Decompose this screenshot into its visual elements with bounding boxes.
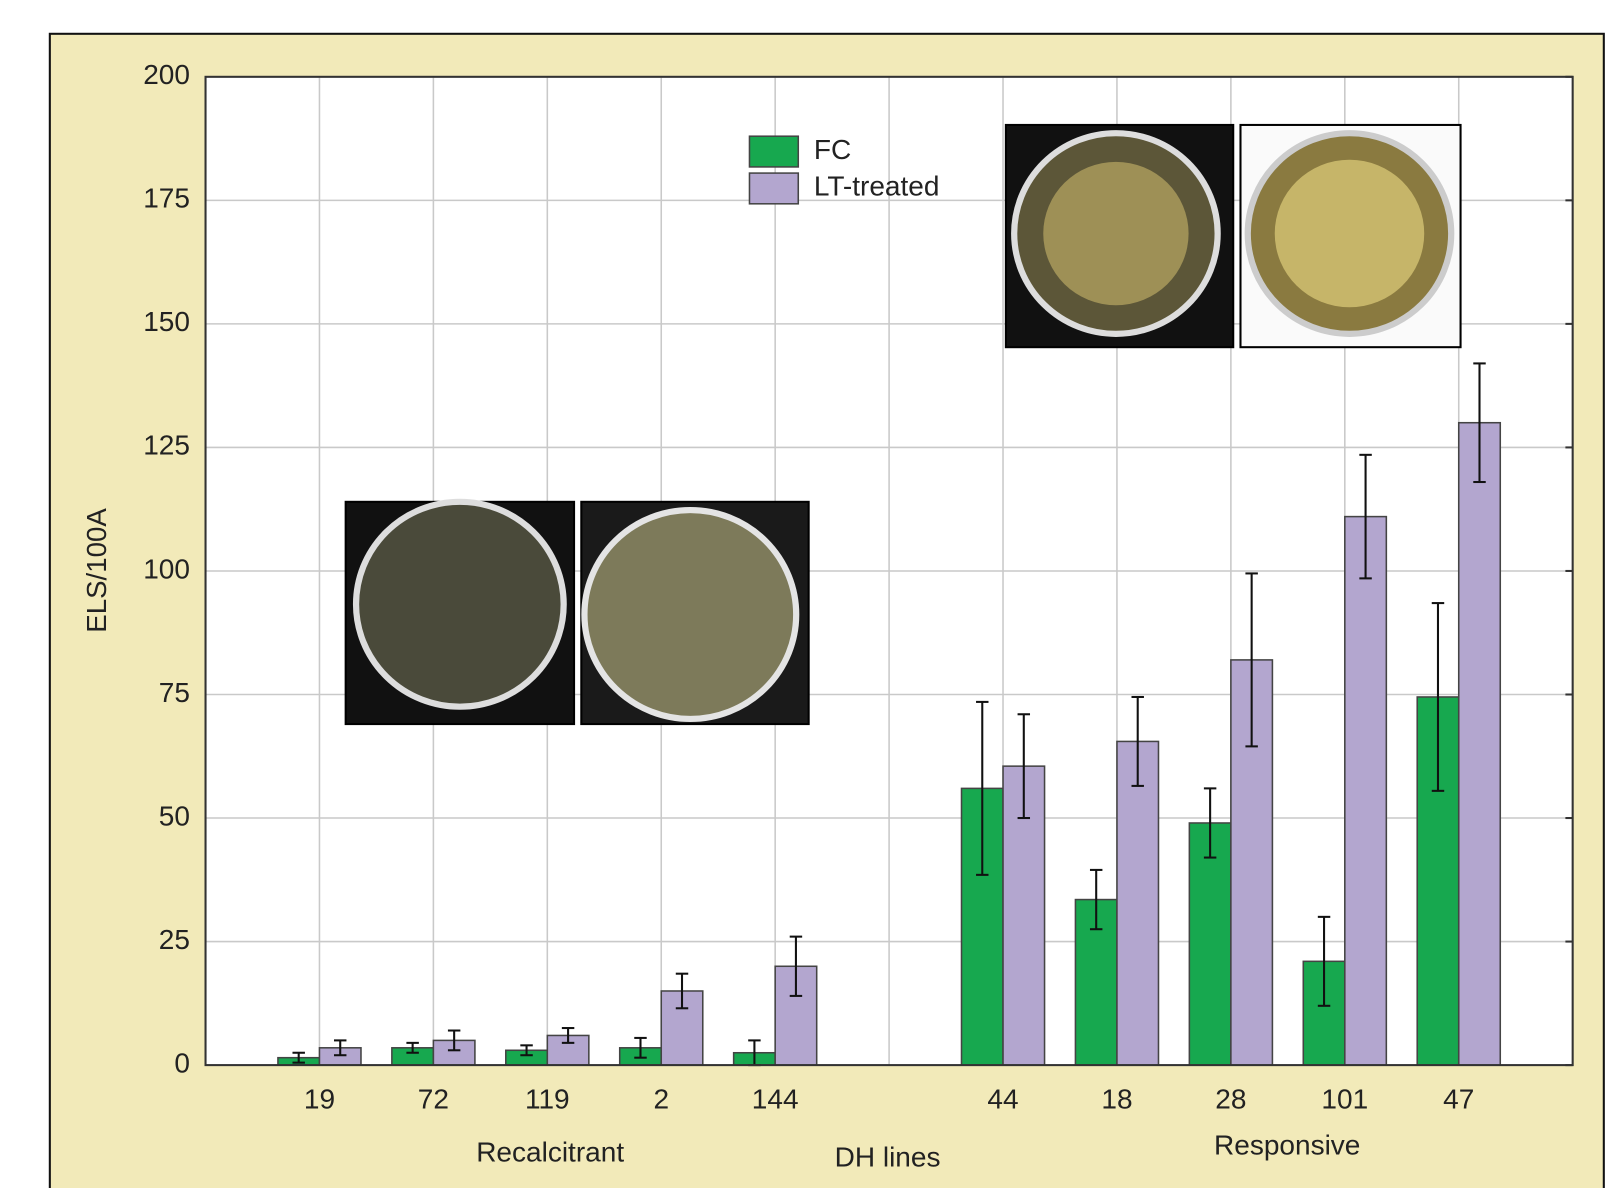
x-tick-label: 2 [653,1083,669,1114]
x-tick-label: 119 [525,1083,570,1114]
bar [1345,517,1387,1066]
x-tick-label: 47 [1443,1083,1474,1114]
explants [1275,160,1424,307]
x-tick-label: 44 [987,1083,1018,1114]
y-tick-label: 0 [174,1048,190,1079]
y-tick-label: 175 [143,183,190,214]
x-tick-label: 28 [1215,1083,1246,1114]
x-tick-label: 144 [752,1083,799,1114]
x-tick-label: 18 [1101,1083,1132,1114]
legend-label: FC [814,134,851,165]
legend-label: LT-treated [814,171,940,202]
bar [1459,423,1501,1065]
group-label: Responsive [1214,1130,1360,1161]
y-tick-label: 125 [143,430,190,461]
y-tick-label: 25 [159,924,190,955]
y-tick-label: 150 [143,306,190,337]
y-tick-label: 100 [143,553,190,584]
petri-dish [584,510,796,719]
group-label: Recalcitrant [476,1137,624,1168]
x-tick-label: 101 [1321,1083,1368,1114]
x-axis-label: DH lines [835,1142,941,1173]
bar [1189,823,1231,1065]
y-tick-label: 50 [159,801,190,832]
x-tick-label: 19 [304,1083,335,1114]
y-tick-label: 200 [143,59,190,90]
y-tick-label: 75 [159,677,190,708]
legend-swatch [749,173,798,204]
page: {"chart_data": {"type": "bar", "x_label"… [0,0,1609,1188]
x-tick-label: 72 [418,1083,449,1114]
legend-swatch [749,136,798,167]
petri-dish [356,502,564,707]
bar [1117,741,1159,1065]
chart: ELS/100A DH lines Recalcitrant Responsiv… [0,0,1609,1188]
explants [1043,162,1188,305]
y-axis-label: ELS/100A [81,508,112,633]
